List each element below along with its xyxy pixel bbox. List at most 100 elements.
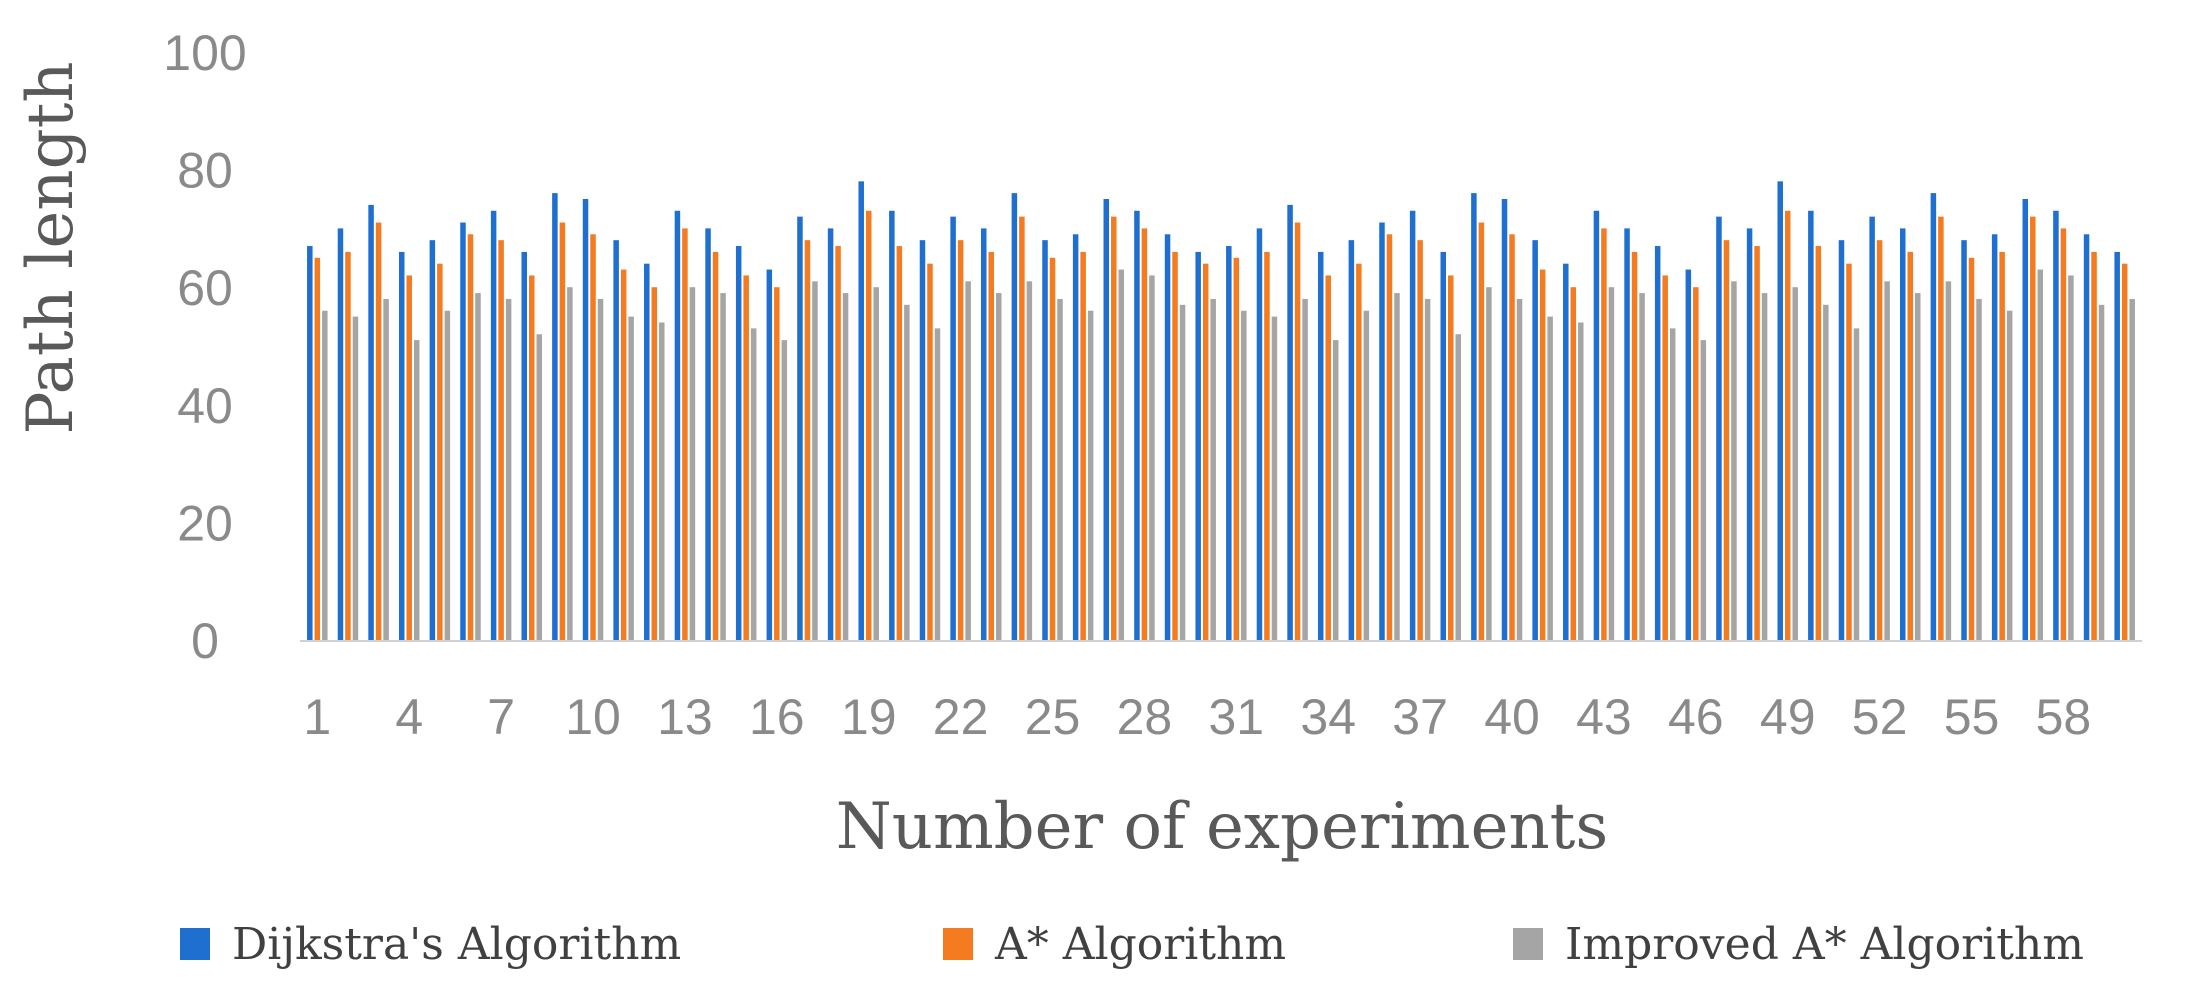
bar-a-algorithm-48 xyxy=(1754,246,1760,641)
bar-a-algorithm-22 xyxy=(957,240,964,640)
bar-improved-a-algorithm-35 xyxy=(1363,310,1370,640)
legend-item-2: A* Algorithm xyxy=(943,919,1286,970)
bar-dijkstra-s-algorithm-13 xyxy=(674,210,681,640)
y-tick-label: 60 xyxy=(177,260,233,316)
bar-dijkstra-s-algorithm-28 xyxy=(1134,210,1140,640)
x-tick-label: 55 xyxy=(1944,689,2000,745)
bar-dijkstra-s-algorithm-48 xyxy=(1746,228,1753,640)
bar-improved-a-algorithm-48 xyxy=(1761,293,1768,640)
bar-improved-a-algorithm-34 xyxy=(1332,340,1339,640)
bar-a-algorithm-32 xyxy=(1264,251,1270,641)
bar-a-algorithm-58 xyxy=(2060,228,2067,640)
bar-a-algorithm-56 xyxy=(1999,251,2005,641)
bar-dijkstra-s-algorithm-24 xyxy=(1011,193,1018,640)
bar-dijkstra-s-algorithm-17 xyxy=(797,216,803,640)
bar-dijkstra-s-algorithm-7 xyxy=(490,210,497,640)
bar-a-algorithm-6 xyxy=(467,234,474,640)
x-tick-label: 52 xyxy=(1852,689,1908,745)
bar-a-algorithm-43 xyxy=(1601,228,1607,640)
bar-improved-a-algorithm-40 xyxy=(1516,298,1523,640)
bar-a-algorithm-46 xyxy=(1693,287,1699,640)
bar-improved-a-algorithm-15 xyxy=(750,328,757,640)
bar-improved-a-algorithm-30 xyxy=(1210,298,1216,640)
bar-a-algorithm-51 xyxy=(1846,263,1852,640)
bar-a-algorithm-24 xyxy=(1019,216,1025,640)
bar-improved-a-algorithm-57 xyxy=(2037,269,2044,640)
bar-improved-a-algorithm-33 xyxy=(1302,298,1308,640)
bar-improved-a-algorithm-25 xyxy=(1057,298,1063,640)
bar-dijkstra-s-algorithm-9 xyxy=(552,193,558,640)
x-tick-label: 16 xyxy=(749,689,805,745)
bar-improved-a-algorithm-4 xyxy=(413,340,420,640)
bar-dijkstra-s-algorithm-10 xyxy=(582,199,589,640)
bar-improved-a-algorithm-44 xyxy=(1639,293,1645,640)
bar-improved-a-algorithm-14 xyxy=(720,293,726,640)
bar-a-algorithm-5 xyxy=(437,263,443,640)
x-tick-label: 34 xyxy=(1300,689,1356,745)
x-tick-label: 40 xyxy=(1484,689,1540,745)
bar-dijkstra-s-algorithm-40 xyxy=(1501,199,1508,640)
bar-a-algorithm-20 xyxy=(896,246,903,641)
bar-dijkstra-s-algorithm-14 xyxy=(705,228,711,640)
bar-a-algorithm-9 xyxy=(559,222,566,640)
legend-label: Improved A* Algorithm xyxy=(1565,919,2084,970)
bar-a-algorithm-40 xyxy=(1509,234,1515,640)
bar-dijkstra-s-algorithm-51 xyxy=(1838,240,1845,640)
bar-dijkstra-s-algorithm-38 xyxy=(1440,251,1446,641)
bar-improved-a-algorithm-28 xyxy=(1149,275,1155,640)
bar-a-algorithm-30 xyxy=(1202,263,1209,640)
bar-dijkstra-s-algorithm-59 xyxy=(2083,234,2090,640)
bar-improved-a-algorithm-27 xyxy=(1118,269,1125,640)
legend-item-3: Improved A* Algorithm xyxy=(1513,919,2084,970)
bar-improved-a-algorithm-60 xyxy=(2129,298,2135,640)
bar-a-algorithm-31 xyxy=(1233,257,1240,640)
bar-dijkstra-s-algorithm-27 xyxy=(1103,199,1110,640)
bar-a-algorithm-4 xyxy=(406,275,412,640)
bar-improved-a-algorithm-13 xyxy=(689,287,696,640)
bar-dijkstra-s-algorithm-56 xyxy=(1991,234,1998,640)
bar-dijkstra-s-algorithm-39 xyxy=(1471,193,1477,640)
bar-series-group xyxy=(307,181,2135,641)
bar-improved-a-algorithm-8 xyxy=(536,334,542,640)
y-axis-ticks: 0 20 40 60 80 100 xyxy=(163,25,246,669)
x-tick-label: 1 xyxy=(303,689,331,745)
bar-dijkstra-s-algorithm-6 xyxy=(460,222,466,640)
x-tick-label: 43 xyxy=(1576,689,1632,745)
bar-dijkstra-s-algorithm-8 xyxy=(521,251,527,641)
bar-a-algorithm-45 xyxy=(1662,275,1668,640)
bar-improved-a-algorithm-29 xyxy=(1179,304,1186,640)
bar-dijkstra-s-algorithm-16 xyxy=(766,269,773,640)
bar-a-algorithm-25 xyxy=(1049,257,1056,640)
bar-a-algorithm-11 xyxy=(620,269,627,640)
bar-improved-a-algorithm-22 xyxy=(965,281,971,640)
bar-a-algorithm-57 xyxy=(2030,216,2036,640)
bar-a-algorithm-42 xyxy=(1570,287,1577,640)
bar-a-algorithm-15 xyxy=(743,275,749,640)
bar-dijkstra-s-algorithm-52 xyxy=(1869,216,1875,640)
y-tick-label: 40 xyxy=(177,378,233,434)
bar-a-algorithm-28 xyxy=(1141,228,1148,640)
bar-dijkstra-s-algorithm-26 xyxy=(1072,234,1079,640)
bar-a-algorithm-8 xyxy=(529,275,535,640)
bar-improved-a-algorithm-10 xyxy=(597,298,604,640)
bar-improved-a-algorithm-41 xyxy=(1547,316,1553,640)
bar-dijkstra-s-algorithm-20 xyxy=(889,210,895,640)
x-tick-label: 25 xyxy=(1025,689,1081,745)
bar-improved-a-algorithm-50 xyxy=(1823,304,1829,640)
bar-a-algorithm-33 xyxy=(1294,222,1301,640)
bar-a-algorithm-7 xyxy=(498,240,504,640)
bar-dijkstra-s-algorithm-15 xyxy=(735,246,742,641)
bar-improved-a-algorithm-58 xyxy=(2068,275,2074,640)
bar-improved-a-algorithm-37 xyxy=(1424,298,1431,640)
x-tick-label: 46 xyxy=(1668,689,1724,745)
legend-swatch xyxy=(180,928,210,960)
bar-improved-a-algorithm-56 xyxy=(2006,310,2013,640)
bar-dijkstra-s-algorithm-57 xyxy=(2022,199,2029,640)
bar-a-algorithm-29 xyxy=(1172,251,1178,641)
x-tick-label: 37 xyxy=(1392,689,1448,745)
bar-a-algorithm-23 xyxy=(988,251,994,641)
bar-a-algorithm-60 xyxy=(2121,263,2128,640)
bar-dijkstra-s-algorithm-12 xyxy=(644,263,650,640)
bar-a-algorithm-16 xyxy=(774,287,780,640)
